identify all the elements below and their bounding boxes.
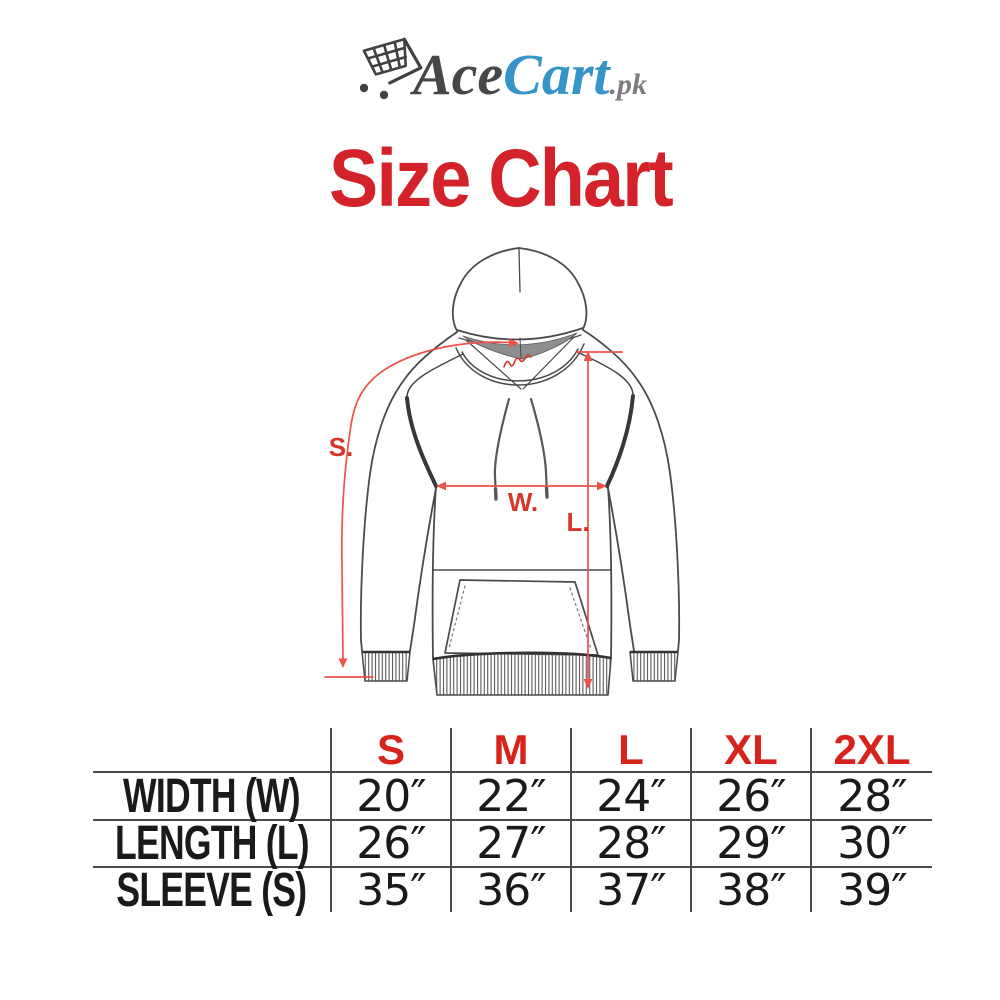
col-header-xl: XL <box>692 726 812 773</box>
sleeve-measure-line <box>340 341 516 662</box>
collar-v-left <box>465 339 522 390</box>
body-right-side <box>607 486 613 660</box>
sleeve-measure-label: S. <box>329 432 354 462</box>
collar-v-right <box>522 336 575 390</box>
hood-lining <box>462 332 578 360</box>
brand-tld: .pk <box>609 68 648 101</box>
ribbed-hem <box>432 651 612 696</box>
drawstring-aglet-right <box>544 485 549 499</box>
measurement-lines <box>324 338 623 689</box>
row-header-length: LENGTH (L) <box>93 817 332 870</box>
sleeve-2xl: 39″ <box>812 865 932 916</box>
ribbed-cuffs <box>361 650 679 682</box>
brand-logo: AceCart.pk <box>0 36 1000 104</box>
length-2xl: 30″ <box>812 818 932 869</box>
left-sleeve-inner <box>409 487 437 652</box>
table-corner-cell <box>93 728 332 771</box>
hood-crease <box>518 248 521 293</box>
width-s: 20″ <box>332 771 452 822</box>
hood-brand-scribble <box>503 354 532 368</box>
kangaroo-pocket <box>432 569 612 656</box>
brand-name-suffix: Cart <box>503 42 610 107</box>
right-sleeve-inner <box>607 487 635 652</box>
sleeve-m: 36″ <box>452 865 572 916</box>
hood-lining-crease <box>519 337 522 359</box>
drawstrings <box>493 397 549 501</box>
shopping-cart-icon <box>359 37 423 100</box>
width-l: 24″ <box>572 771 692 822</box>
col-header-s: S <box>332 726 452 773</box>
width-m: 22″ <box>452 771 572 822</box>
raglan-seams <box>405 351 635 488</box>
length-m: 27″ <box>452 818 572 869</box>
length-s: 26″ <box>332 818 452 869</box>
hood-rim-inner <box>458 334 582 348</box>
length-xl: 29″ <box>692 818 812 869</box>
body-outline <box>359 329 681 660</box>
col-header-l: L <box>572 726 692 773</box>
length-measure-label: L. <box>566 507 589 537</box>
size-table: S M L XL 2XL WIDTH (W) 20″ 22″ 24″ 26″ 2… <box>93 725 932 917</box>
width-2xl: 28″ <box>812 771 932 822</box>
width-xl: 26″ <box>692 771 812 822</box>
sleeve-l: 37″ <box>572 865 692 916</box>
row-header-sleeve: SLEEVE (S) <box>93 864 332 917</box>
brand-wordmark: AceCart.pk <box>413 46 647 104</box>
col-header-m: M <box>452 726 572 773</box>
body-left-side <box>431 486 437 660</box>
brand-name-prefix: Ace <box>412 42 504 107</box>
neckline-seam <box>455 343 585 386</box>
length-l: 28″ <box>572 818 692 869</box>
hood-rim-outer <box>456 327 584 341</box>
title-row: Size Chart <box>0 138 1000 220</box>
sleeve-s: 35″ <box>332 865 452 916</box>
sleeve-xl: 38″ <box>692 865 812 916</box>
drawstring-aglet-left <box>493 487 498 501</box>
page-title: Size Chart <box>328 133 674 224</box>
col-header-2xl: 2XL <box>833 725 911 773</box>
width-measure-label: W. <box>508 487 538 517</box>
row-header-width: WIDTH (W) <box>93 770 332 823</box>
hood <box>451 247 588 390</box>
